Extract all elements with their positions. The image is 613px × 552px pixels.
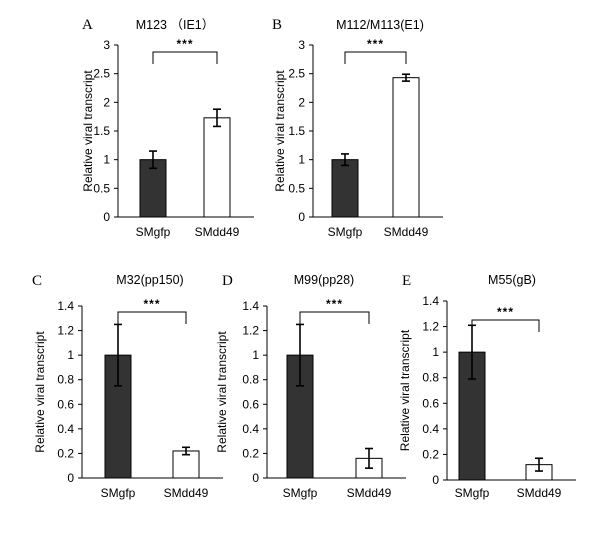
y-tick-label: 2.5: [288, 67, 305, 81]
chart-title: M123 （IE1）: [136, 18, 215, 32]
x-tick-label: SMgfp: [101, 486, 136, 500]
y-tick-label: 0.8: [242, 373, 259, 387]
panel-label: A: [82, 17, 93, 33]
significance-label: ***: [326, 297, 343, 311]
y-tick-label: 2.5: [93, 67, 110, 81]
y-tick-label: 3: [298, 38, 305, 52]
x-tick-label: SMdd49: [347, 486, 392, 500]
y-tick-label: 0.4: [57, 422, 74, 436]
x-tick-label: SMdd49: [164, 486, 209, 500]
bar-smgfp: [331, 159, 359, 218]
y-tick-label: 0: [103, 210, 110, 224]
y-axis-label: Relative viral transcript: [81, 70, 95, 192]
y-tick-label: 1.5: [288, 124, 305, 138]
x-tick-label: SMdd49: [195, 225, 240, 239]
x-tick-label: SMgfp: [283, 486, 318, 500]
y-tick-label: 1: [432, 345, 439, 359]
x-tick-label: SMgfp: [455, 486, 490, 500]
y-tick-label: 2: [298, 95, 305, 109]
chart-panel-b: B M112/M113(E1)Relative viral transcript0…: [272, 17, 443, 239]
y-tick-label: 0: [432, 473, 439, 487]
y-tick-label: 1.4: [57, 299, 74, 313]
chart-panel-e: E M55(gB) Relative viral transcript 0 0.2 0.4…: [398, 273, 576, 500]
y-tick-label: 1.2: [57, 324, 74, 338]
panel-label: C: [32, 273, 42, 289]
significance-label: ***: [176, 37, 193, 51]
y-tick-label: 0.5: [93, 181, 110, 195]
significance-bracket: [344, 51, 407, 64]
significance-bracket: [471, 319, 540, 332]
significance-bracket: [299, 311, 370, 324]
y-tick-label: 0.6: [57, 397, 74, 411]
y-tick-label: 1.5: [93, 124, 110, 138]
chart-title: M32(pp150): [116, 273, 183, 287]
y-tick-label: 0.2: [242, 446, 259, 460]
x-tick-label: SMgfp: [136, 225, 171, 239]
significance-label: ***: [367, 37, 384, 51]
x-tick-label: SMdd49: [384, 225, 429, 239]
y-tick-label: 0.2: [422, 447, 439, 461]
y-tick-label: 0: [252, 471, 259, 485]
x-tick-label: SMdd49: [517, 486, 562, 500]
y-tick-label: 1.4: [242, 299, 259, 313]
panel-label: D: [222, 273, 233, 289]
chart-title: M99(pp28): [294, 273, 354, 287]
y-tick-label: 0: [67, 471, 74, 485]
bar-smdd49: [172, 450, 200, 479]
significance-bracket: [117, 311, 187, 324]
y-tick-label: 1.2: [422, 320, 439, 334]
bar-smdd49: [203, 117, 231, 218]
chart-title: M55(gB): [488, 273, 536, 287]
chart-panel-d: D M99(pp28) Relative viral transcript 0 0.2 0…: [215, 273, 406, 500]
panel-label: B: [272, 17, 282, 33]
panel-label: E: [402, 273, 411, 289]
significance-label: ***: [143, 297, 160, 311]
y-axis-label: Relative viral transcript: [273, 70, 287, 192]
y-tick-label: 0.6: [422, 396, 439, 410]
y-tick-label: 0.4: [242, 422, 259, 436]
y-tick-label: 0.4: [422, 422, 439, 436]
y-axis-label: Relative viral transcript: [215, 331, 229, 453]
chart-panel-a: A M123 （IE1） Relative viral transcript 0 0.5…: [81, 17, 254, 239]
y-tick-label: 0.5: [288, 181, 305, 195]
significance-label: ***: [497, 305, 514, 319]
y-tick-label: 0.6: [242, 397, 259, 411]
x-tick-label: SMgfp: [328, 225, 363, 239]
y-axis-label: Relative viral transcript: [398, 329, 412, 451]
y-tick-label: 3: [103, 38, 110, 52]
chart-panel-c: C M32(pp150) Relative viral transcript 0 0.2…: [32, 273, 223, 500]
y-tick-label: 0.8: [422, 371, 439, 385]
y-tick-label: 0.2: [57, 446, 74, 460]
y-tick-label: 1: [67, 348, 74, 362]
chart-title: M112/M113(E1): [336, 18, 424, 32]
y-tick-label: 1.4: [422, 294, 439, 308]
y-axis-label: Relative viral transcript: [33, 331, 47, 453]
y-tick-label: 2: [103, 95, 110, 109]
bar-smgfp: [139, 159, 167, 218]
y-tick-label: 1: [252, 348, 259, 362]
y-tick-label: 1: [103, 153, 110, 167]
y-tick-label: 0: [298, 210, 305, 224]
y-tick-label: 0.8: [57, 373, 74, 387]
significance-bracket: [152, 51, 218, 64]
y-tick-label: 1.2: [242, 324, 259, 338]
y-tick-label: 1: [298, 153, 305, 167]
bar-smdd49: [392, 77, 420, 218]
